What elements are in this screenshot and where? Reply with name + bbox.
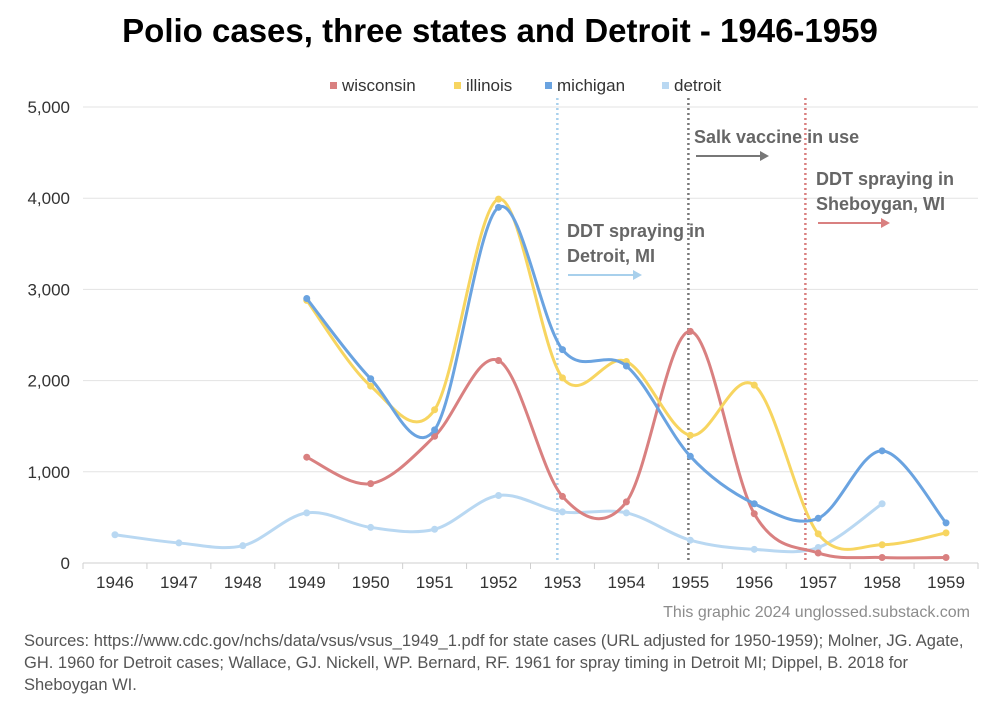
chart-title: Polio cases, three states and Detroit - … (122, 12, 878, 49)
data-point-detroit (111, 531, 119, 539)
x-tick-label: 1954 (607, 573, 645, 592)
data-point-michigan (558, 346, 566, 354)
x-tick-label: 1953 (544, 573, 582, 592)
data-point-wisconsin (367, 480, 375, 488)
x-tick-label: 1951 (416, 573, 454, 592)
x-tick-label: 1955 (671, 573, 709, 592)
x-tick-label: 1947 (160, 573, 198, 592)
data-point-detroit (814, 543, 822, 551)
data-point-wisconsin (303, 453, 311, 461)
annotation-lines (556, 98, 807, 563)
data-point-michigan (622, 362, 630, 370)
legend-label: illinois (466, 76, 512, 95)
x-tick-label: 1949 (288, 573, 326, 592)
legend-swatch (545, 82, 552, 89)
axes: 0 1,000 2,000 3,000 4,000 5,000 1946 1947 1948 19… (27, 98, 979, 592)
x-tick-label: 1957 (799, 573, 837, 592)
legend-label: michigan (557, 76, 625, 95)
y-tick-label: 0 (61, 554, 70, 573)
data-point-wisconsin (622, 498, 630, 506)
annotation-label-line: Sheboygan, WI (816, 194, 945, 214)
data-point-wisconsin (942, 554, 950, 562)
data-point-detroit (686, 536, 694, 544)
x-tick-label: 1950 (352, 573, 390, 592)
data-point-wisconsin (431, 432, 439, 440)
data-point-detroit (558, 508, 566, 516)
data-point-detroit (239, 542, 247, 550)
gridlines (83, 106, 978, 473)
x-tick-label: 1948 (224, 573, 262, 592)
data-point-wisconsin (495, 357, 503, 365)
data-point-detroit (367, 523, 375, 531)
x-tick-label: 1946 (96, 573, 134, 592)
data-point-michigan (303, 295, 311, 303)
legend-swatch (454, 82, 461, 89)
data-point-wisconsin (558, 492, 566, 500)
annotations: DDT spraying in Detroit, MI Salk vaccine i… (567, 127, 954, 280)
annotation-label-line: DDT spraying in (816, 169, 954, 189)
data-point-detroit (431, 525, 439, 533)
data-point-michigan (814, 514, 822, 522)
annotation-label: DDT spraying in Detroit, MI (567, 221, 705, 266)
data-point-illinois (495, 195, 503, 203)
annotation-label-line: DDT spraying in (567, 221, 705, 241)
data-point-michigan (750, 500, 758, 508)
legend-swatch (662, 82, 669, 89)
data-point-michigan (878, 447, 886, 455)
series-lines (111, 195, 950, 562)
legend-label: wisconsin (341, 76, 416, 95)
data-point-illinois (942, 529, 950, 537)
annotation-arrow-head (633, 270, 642, 280)
data-point-illinois (367, 382, 375, 390)
y-tick-label: 4,000 (27, 189, 70, 208)
credit-text: This graphic 2024 unglossed.substack.com (663, 604, 970, 621)
annotation-label: DDT spraying in Sheboygan, WI (816, 169, 954, 214)
legend: wisconsin illinois michigan detroit (330, 76, 722, 95)
data-point-wisconsin (686, 327, 694, 335)
data-point-detroit (878, 500, 886, 508)
data-point-detroit (495, 492, 503, 500)
data-point-michigan (942, 519, 950, 527)
data-point-michigan (686, 452, 694, 460)
data-point-detroit (750, 545, 758, 553)
data-point-illinois (750, 381, 758, 389)
x-tick-label: 1959 (927, 573, 965, 592)
data-point-illinois (878, 541, 886, 549)
data-point-detroit (175, 539, 183, 547)
data-point-michigan (495, 203, 503, 211)
data-point-wisconsin (878, 554, 886, 562)
data-point-wisconsin (750, 510, 758, 518)
y-tick-label: 1,000 (27, 463, 70, 482)
data-point-wisconsin (814, 549, 822, 557)
annotation-arrow-head (881, 218, 890, 228)
data-point-detroit (303, 509, 311, 517)
data-point-michigan (367, 375, 375, 383)
annotation-label-line: Detroit, MI (567, 246, 655, 266)
y-tick-label: 3,000 (27, 280, 70, 299)
x-tick-label: 1952 (480, 573, 518, 592)
data-point-illinois (431, 406, 439, 414)
data-point-illinois (814, 530, 822, 538)
x-tick-label: 1956 (735, 573, 773, 592)
series-line-michigan (305, 205, 948, 525)
x-tick-label: 1958 (863, 573, 901, 592)
data-point-illinois (558, 374, 566, 382)
data-point-detroit (622, 509, 630, 517)
series-line-detroit (113, 493, 884, 554)
y-tick-label: 2,000 (27, 372, 70, 391)
annotation-arrow-head (760, 151, 769, 161)
data-point-michigan (431, 426, 439, 434)
legend-swatch (330, 82, 337, 89)
annotation-label-line: Salk vaccine in use (694, 127, 859, 147)
sources-note: Sources: https://www.cdc.gov/nchs/data/v… (24, 632, 964, 694)
y-tick-label: 5,000 (27, 98, 70, 117)
legend-label: detroit (674, 76, 722, 95)
data-point-illinois (686, 431, 694, 439)
annotation-label: Salk vaccine in use (694, 127, 859, 147)
